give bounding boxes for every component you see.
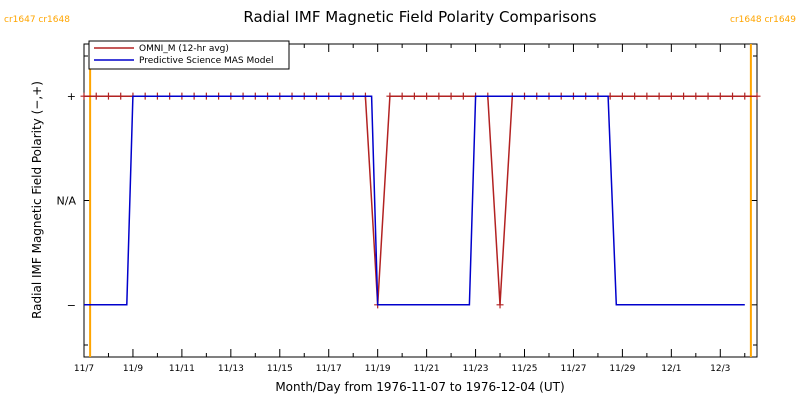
series-layer (80, 92, 761, 309)
data-point-omni (643, 92, 651, 100)
series-line-mas (84, 95, 745, 306)
data-point-omni (80, 92, 88, 100)
carrington-label: cr1647 cr1648 (4, 15, 70, 25)
data-point-omni (423, 92, 431, 100)
data-point-omni (655, 92, 663, 100)
data-point-omni (753, 92, 761, 100)
x-tick-label: 11/11 (169, 364, 195, 374)
data-point-omni (496, 301, 504, 309)
data-point-omni (104, 92, 112, 100)
chart-title: Radial IMF Magnetic Field Polarity Compa… (243, 8, 596, 26)
data-point-omni (92, 92, 100, 100)
x-tick-label: 11/9 (123, 364, 143, 374)
x-tick-label: 12/3 (710, 364, 730, 374)
data-point-omni (704, 92, 712, 100)
data-point-omni (667, 92, 675, 100)
x-tick-label: 12/1 (661, 364, 681, 374)
x-tick-label: 11/21 (414, 364, 440, 374)
data-point-omni (692, 92, 700, 100)
data-point-omni (447, 92, 455, 100)
x-tick-label: 11/19 (365, 364, 391, 374)
x-tick-label: 11/25 (512, 364, 538, 374)
data-point-omni (459, 92, 467, 100)
y-tick-label: N/A (57, 195, 77, 208)
x-axis-label: Month/Day from 1976-11-07 to 1976-12-04 … (275, 380, 564, 394)
data-point-omni (117, 92, 125, 100)
y-tick-label: − (67, 299, 76, 312)
x-tick-label: 11/15 (267, 364, 293, 374)
data-point-omni (741, 92, 749, 100)
y-axis-label: Radial IMF Magnetic Field Polarity (−,+) (30, 81, 44, 319)
data-point-omni (631, 92, 639, 100)
data-point-omni (618, 92, 626, 100)
legend: OMNI_M (12-hr avg) Predictive Science MA… (88, 40, 290, 70)
y-tick-label: + (67, 90, 76, 103)
data-point-omni (398, 92, 406, 100)
x-tick-label: 11/23 (463, 364, 489, 374)
data-point-omni (729, 92, 737, 100)
legend-label-mas: Predictive Science MAS Model (139, 56, 274, 66)
carrington-label: cr1648 cr1649 (730, 15, 796, 25)
x-tick-label: 11/29 (609, 364, 635, 374)
legend-label-omni: OMNI_M (12-hr avg) (139, 44, 229, 54)
data-point-omni (435, 92, 443, 100)
data-point-omni (716, 92, 724, 100)
x-tick-label: 11/17 (316, 364, 342, 374)
data-point-omni (680, 92, 688, 100)
x-tick-label: 11/7 (74, 364, 94, 374)
data-point-omni (386, 92, 394, 100)
data-point-omni (410, 92, 418, 100)
x-axis: 11/7 11/9 11/11 11/13 11/15 11/17 11/19 11/21 11… (74, 44, 746, 374)
x-tick-label: 11/27 (560, 364, 586, 374)
x-tick-label: 11/13 (218, 364, 244, 374)
legend-box (88, 40, 290, 70)
